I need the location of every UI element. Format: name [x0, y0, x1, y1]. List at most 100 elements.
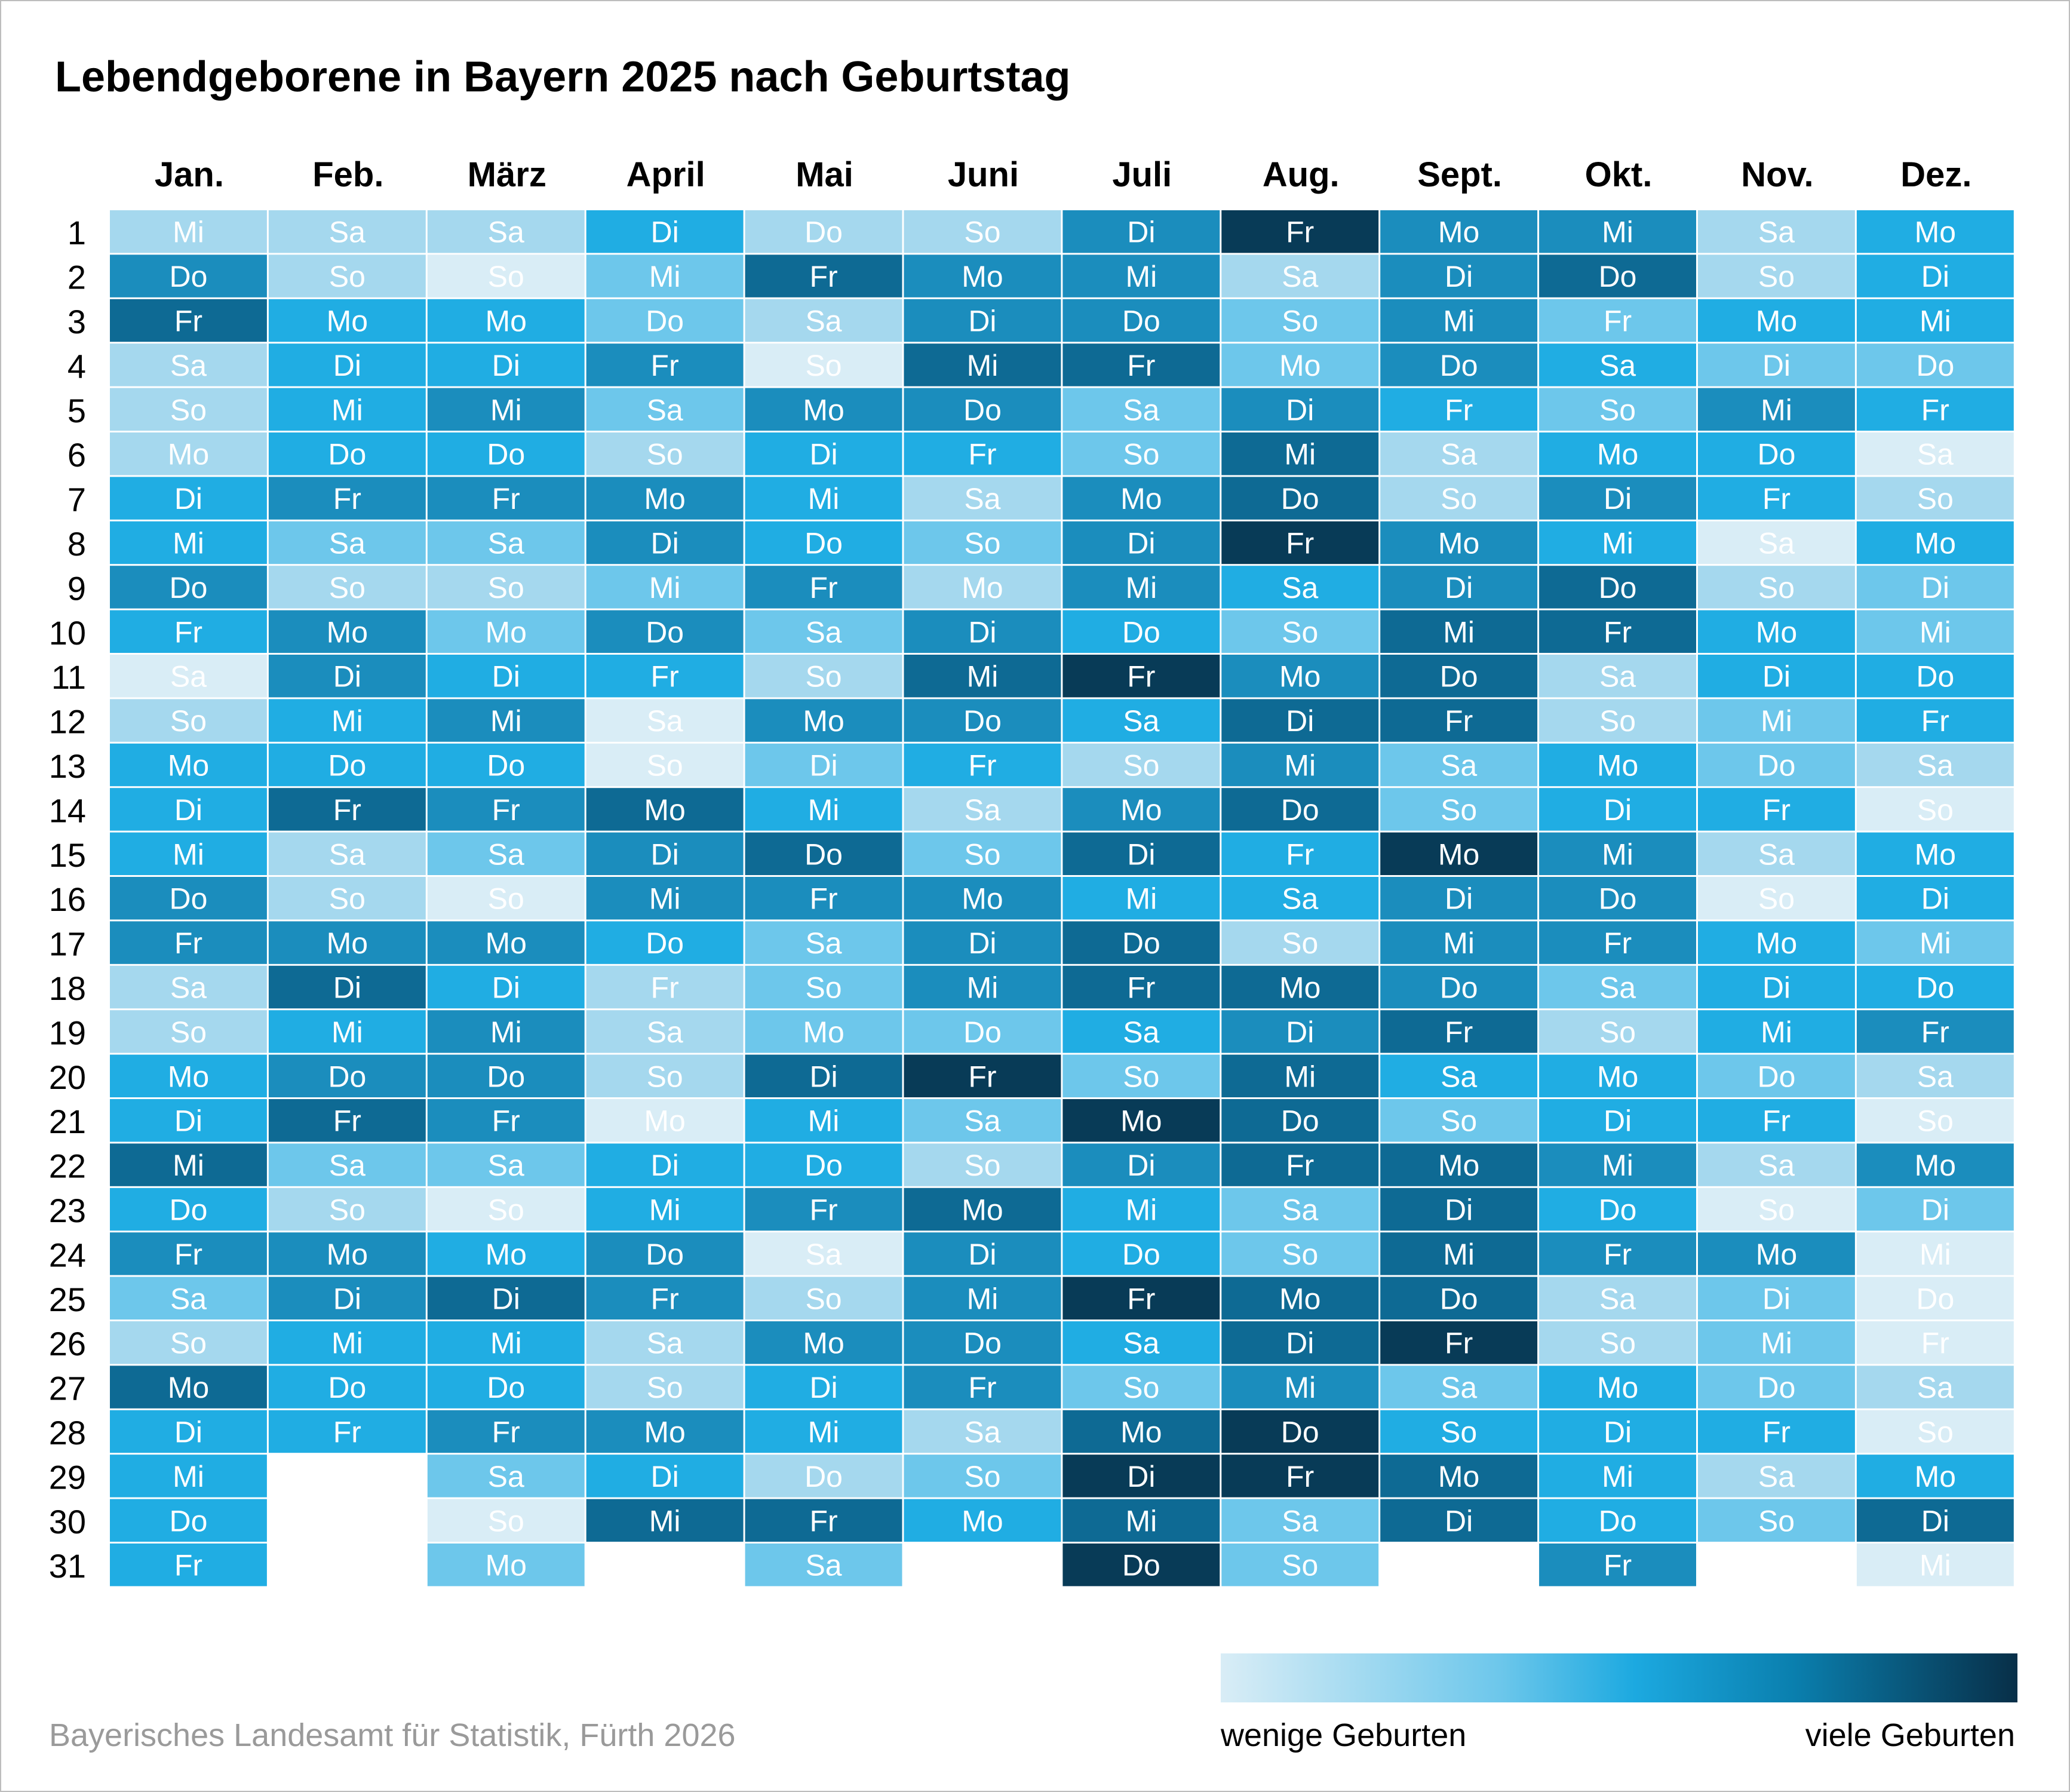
heatmap-cell	[1856, 1321, 2014, 1364]
heatmap-cell	[1539, 1010, 1696, 1053]
heatmap-cell-weekday: Do	[169, 571, 207, 605]
heatmap-cell	[1856, 1499, 2014, 1542]
heatmap-cell	[745, 965, 902, 1009]
heatmap-cell-weekday: So	[1599, 704, 1636, 738]
heatmap-cell	[1698, 1499, 1855, 1542]
heatmap-cell-weekday: So	[964, 527, 1000, 560]
heatmap-cell-weekday: So	[964, 1149, 1000, 1182]
heatmap-cell	[745, 1187, 902, 1231]
heatmap-cell	[1221, 1321, 1379, 1364]
heatmap-cell-weekday: Sa	[1441, 749, 1477, 783]
heatmap-cell-weekday: Mi	[1284, 438, 1316, 471]
heatmap-cell	[427, 1455, 585, 1498]
heatmap-cell	[110, 1366, 267, 1409]
heatmap-cell	[1062, 1054, 1220, 1097]
heatmap-cell-weekday: Mo	[1756, 1238, 1797, 1271]
month-label: Aug.	[1263, 155, 1340, 194]
heatmap-cell	[745, 655, 902, 698]
heatmap-cell	[1221, 788, 1379, 831]
heatmap-cell-weekday: Di	[1286, 1327, 1314, 1360]
heatmap-cell	[427, 299, 585, 342]
heatmap-cell-weekday: Fr	[1286, 216, 1314, 249]
heatmap-cell	[1062, 1410, 1220, 1453]
heatmap-cell	[1221, 388, 1379, 431]
heatmap-cell-weekday: Do	[328, 1371, 366, 1404]
heatmap-cell-weekday: Fr	[1604, 305, 1632, 338]
heatmap-cell	[1221, 743, 1379, 787]
heatmap-cell	[268, 299, 426, 342]
heatmap-cell	[1539, 1232, 1696, 1275]
heatmap-cell-weekday: Sa	[1599, 971, 1636, 1005]
heatmap-cell	[427, 1277, 585, 1320]
heatmap-cell	[1539, 477, 1696, 520]
heatmap-cell-weekday: Do	[1122, 305, 1160, 338]
heatmap-cell-weekday: Di	[1762, 660, 1790, 694]
heatmap-cell-weekday: Sa	[1282, 1193, 1318, 1227]
heatmap-cell	[1062, 1499, 1220, 1542]
heatmap-cell	[110, 566, 267, 609]
heatmap-cell-weekday: Fr	[651, 971, 679, 1005]
heatmap-cell	[586, 1232, 744, 1275]
heatmap-cell	[1856, 343, 2014, 386]
heatmap-cell	[586, 254, 744, 297]
heatmap-cell	[586, 1499, 744, 1542]
heatmap-cell-weekday: Mi	[967, 660, 999, 694]
heatmap-cell	[1856, 1010, 2014, 1053]
heatmap-cell	[427, 1099, 585, 1142]
heatmap-cell	[1062, 1232, 1220, 1275]
heatmap-cell-weekday: So	[170, 1327, 207, 1360]
heatmap-cell-weekday: Sa	[964, 793, 1000, 827]
heatmap-cell	[586, 388, 744, 431]
heatmap-cell-weekday: Do	[804, 216, 843, 249]
heatmap-cell-weekday: Do	[1757, 749, 1795, 783]
heatmap-cell-weekday: Fr	[1604, 1549, 1632, 1582]
heatmap-cell	[745, 921, 902, 964]
heatmap-cell-weekday: Sa	[647, 704, 683, 738]
heatmap-cell-weekday: Fr	[1604, 615, 1632, 649]
heatmap-cell	[904, 1366, 1061, 1409]
heatmap-cell-weekday: So	[805, 1282, 841, 1315]
heatmap-cell	[1856, 788, 2014, 831]
heatmap-cell	[1698, 299, 1855, 342]
heatmap-cell	[110, 743, 267, 787]
heatmap-cell-weekday: Sa	[1758, 527, 1795, 560]
heatmap-cell-weekday: So	[647, 438, 683, 471]
heatmap-cell-weekday: Di	[968, 1238, 996, 1271]
heatmap-cell-weekday: Di	[651, 837, 679, 871]
heatmap-cell-weekday: Sa	[488, 527, 524, 560]
heatmap-cell-weekday: Fr	[1604, 926, 1632, 960]
heatmap-cell	[1221, 1010, 1379, 1053]
heatmap-cell	[1539, 1143, 1696, 1186]
heatmap-cell-weekday: So	[488, 1193, 524, 1227]
heatmap-cell	[268, 1232, 426, 1275]
heatmap-cell-weekday: Mo	[168, 749, 209, 783]
heatmap-cell-weekday: Mo	[168, 438, 209, 471]
heatmap-cell-weekday: Mo	[327, 1238, 368, 1271]
heatmap-cell-weekday: Do	[963, 1327, 1002, 1360]
heatmap-cell-weekday: Fr	[1604, 1238, 1632, 1271]
heatmap-cell-weekday: Mi	[1602, 1460, 1633, 1493]
heatmap-cell-weekday: Fr	[492, 482, 520, 515]
heatmap-cell-weekday: Di	[1762, 1282, 1790, 1315]
heatmap-cell-weekday: Mi	[1919, 1238, 1951, 1271]
heatmap-cell-weekday: Fr	[174, 305, 202, 338]
heatmap-cell-weekday: Di	[1921, 882, 1949, 916]
heatmap-cell	[1380, 788, 1538, 831]
heatmap-cell	[427, 477, 585, 520]
heatmap-cell	[1380, 388, 1538, 431]
day-label: 8	[67, 525, 86, 563]
heatmap-cell	[110, 1321, 267, 1364]
heatmap-cell	[904, 1455, 1061, 1498]
heatmap-cell-weekday: Mo	[1597, 1060, 1638, 1093]
heatmap-cell-weekday: Mi	[649, 882, 681, 916]
heatmap-cell	[745, 566, 902, 609]
source-note: Bayerisches Landesamt für Statistik, Für…	[49, 1717, 736, 1753]
heatmap-cell-weekday: Sa	[647, 1327, 683, 1360]
heatmap-cell	[745, 877, 902, 920]
day-label: 30	[49, 1503, 86, 1541]
heatmap-cell	[1221, 1366, 1379, 1409]
heatmap-cell-weekday: So	[1917, 1104, 1954, 1138]
heatmap-cell-weekday: Fr	[174, 615, 202, 649]
heatmap-cell	[745, 788, 902, 831]
